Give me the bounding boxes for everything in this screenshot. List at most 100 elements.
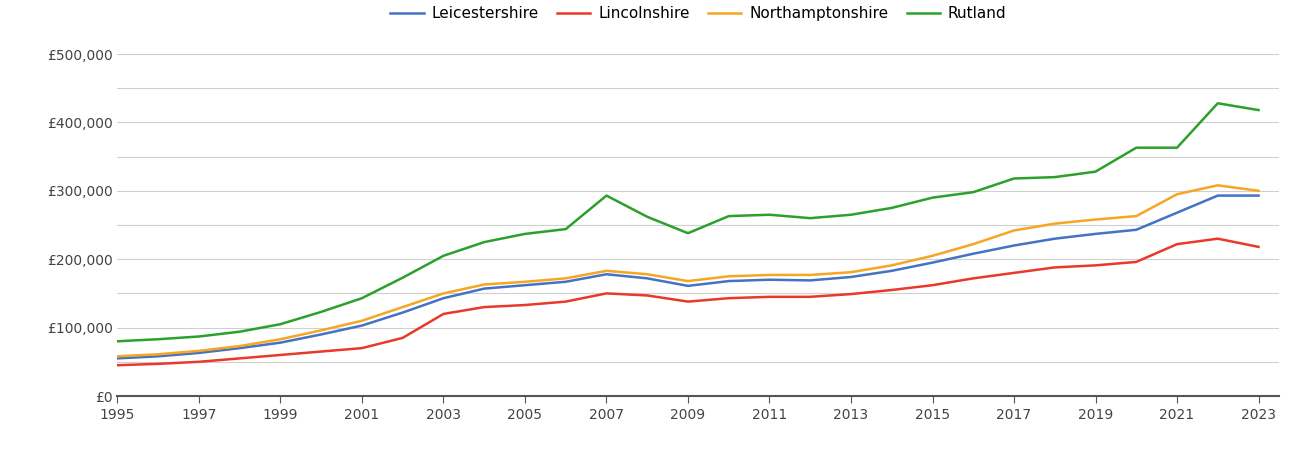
Leicestershire: [273, 340, 288, 345]
Rutland: [803, 216, 818, 221]
Northamptonshire: [559, 276, 574, 281]
Lincolnshire: [1210, 236, 1225, 241]
Lincolnshire: [436, 311, 452, 317]
Lincolnshire: [803, 294, 818, 300]
Leicestershire: [1129, 227, 1144, 233]
Lincolnshire: [720, 296, 736, 301]
Northamptonshire: [273, 337, 288, 342]
Rutland: [110, 338, 125, 344]
Line: Rutland: Rutland: [117, 103, 1258, 341]
Rutland: [1169, 145, 1185, 150]
Leicestershire: [1169, 210, 1185, 216]
Line: Leicestershire: Leicestershire: [117, 196, 1258, 358]
Leicestershire: [599, 271, 615, 277]
Northamptonshire: [232, 343, 248, 349]
Leicestershire: [1210, 193, 1225, 198]
Northamptonshire: [1169, 192, 1185, 197]
Leicestershire: [517, 283, 532, 288]
Lincolnshire: [559, 299, 574, 304]
Lincolnshire: [883, 287, 899, 292]
Northamptonshire: [966, 242, 981, 247]
Lincolnshire: [354, 346, 369, 351]
Lincolnshire: [150, 361, 166, 367]
Rutland: [599, 193, 615, 198]
Northamptonshire: [843, 270, 859, 275]
Lincolnshire: [517, 302, 532, 308]
Northamptonshire: [803, 272, 818, 278]
Lincolnshire: [1129, 259, 1144, 265]
Leicestershire: [1047, 236, 1062, 241]
Leicestershire: [883, 268, 899, 274]
Lincolnshire: [1169, 242, 1185, 247]
Leicestershire: [843, 274, 859, 280]
Northamptonshire: [1250, 188, 1266, 194]
Rutland: [273, 321, 288, 327]
Leicestershire: [803, 278, 818, 283]
Leicestershire: [720, 279, 736, 284]
Northamptonshire: [354, 318, 369, 324]
Rutland: [150, 337, 166, 342]
Northamptonshire: [925, 253, 941, 258]
Northamptonshire: [150, 351, 166, 357]
Leicestershire: [680, 283, 696, 288]
Lincolnshire: [110, 363, 125, 368]
Line: Lincolnshire: Lincolnshire: [117, 238, 1258, 365]
Lincolnshire: [273, 352, 288, 358]
Northamptonshire: [1047, 221, 1062, 226]
Leicestershire: [1006, 243, 1022, 248]
Northamptonshire: [395, 304, 411, 310]
Rutland: [1210, 100, 1225, 106]
Northamptonshire: [1087, 217, 1103, 222]
Rutland: [1250, 108, 1266, 113]
Northamptonshire: [1210, 183, 1225, 188]
Northamptonshire: [1129, 213, 1144, 219]
Northamptonshire: [517, 279, 532, 284]
Northamptonshire: [1006, 228, 1022, 233]
Leicestershire: [639, 276, 655, 281]
Leicestershire: [191, 350, 206, 356]
Leicestershire: [354, 323, 369, 328]
Leicestershire: [150, 354, 166, 359]
Rutland: [559, 226, 574, 232]
Northamptonshire: [110, 354, 125, 359]
Lincolnshire: [1250, 244, 1266, 250]
Rutland: [1047, 175, 1062, 180]
Leicestershire: [110, 356, 125, 361]
Leicestershire: [925, 260, 941, 265]
Rutland: [476, 239, 492, 245]
Lincolnshire: [925, 283, 941, 288]
Leicestershire: [559, 279, 574, 284]
Northamptonshire: [680, 279, 696, 284]
Rutland: [232, 329, 248, 334]
Lincolnshire: [232, 356, 248, 361]
Lincolnshire: [1087, 263, 1103, 268]
Northamptonshire: [313, 328, 329, 333]
Rutland: [762, 212, 778, 217]
Northamptonshire: [599, 268, 615, 274]
Line: Northamptonshire: Northamptonshire: [117, 185, 1258, 356]
Northamptonshire: [639, 271, 655, 277]
Rutland: [680, 230, 696, 236]
Leicestershire: [762, 277, 778, 283]
Leicestershire: [1250, 193, 1266, 198]
Rutland: [436, 253, 452, 258]
Northamptonshire: [436, 291, 452, 296]
Lincolnshire: [966, 276, 981, 281]
Rutland: [883, 205, 899, 211]
Lincolnshire: [680, 299, 696, 304]
Leicestershire: [395, 310, 411, 315]
Leicestershire: [313, 332, 329, 337]
Rutland: [925, 195, 941, 200]
Lincolnshire: [762, 294, 778, 300]
Rutland: [966, 189, 981, 195]
Rutland: [313, 309, 329, 315]
Legend: Leicestershire, Lincolnshire, Northamptonshire, Rutland: Leicestershire, Lincolnshire, Northampto…: [384, 0, 1013, 27]
Rutland: [1006, 176, 1022, 181]
Rutland: [1087, 169, 1103, 174]
Rutland: [1129, 145, 1144, 150]
Northamptonshire: [476, 282, 492, 287]
Rutland: [517, 231, 532, 237]
Lincolnshire: [843, 292, 859, 297]
Lincolnshire: [599, 291, 615, 296]
Rutland: [843, 212, 859, 217]
